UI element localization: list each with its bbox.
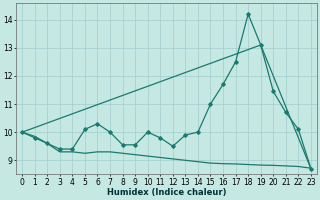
X-axis label: Humidex (Indice chaleur): Humidex (Indice chaleur)	[107, 188, 226, 197]
